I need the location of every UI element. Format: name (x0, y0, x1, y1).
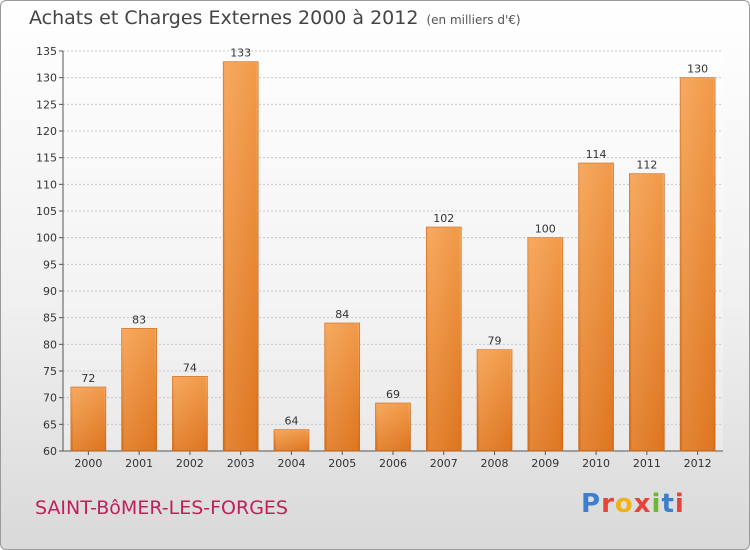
x-tick-label: 2003 (227, 457, 255, 470)
data-label: 72 (81, 372, 95, 385)
brand-letter: i (674, 489, 685, 519)
x-tick-label: 2010 (582, 457, 610, 470)
data-label: 69 (386, 388, 400, 401)
commune-name: SAINT-BôMER-LES-FORGES (35, 497, 288, 519)
x-tick-label: 2004 (277, 457, 305, 470)
y-tick-label: 135 (36, 45, 57, 58)
brand-letter: t (661, 489, 675, 519)
chart-unit: (en milliers d'€) (426, 13, 521, 27)
chart-title: Achats et Charges Externes 2000 à 2012 (e… (29, 7, 521, 29)
y-tick-label: 75 (43, 365, 57, 378)
data-label: 102 (433, 212, 454, 225)
bar-highlight (174, 377, 206, 450)
bar-highlight (225, 62, 257, 451)
y-tick-label: 115 (36, 152, 57, 165)
data-label: 114 (586, 148, 607, 161)
brand-letter: o (614, 489, 634, 519)
bar-highlight (529, 238, 561, 450)
data-labels: 72 83 74 133 64 84 69 102 79 100 114 112 130 (81, 47, 708, 428)
bar-highlight (580, 164, 612, 450)
chart-title-text: Achats et Charges Externes 2000 à 2012 (29, 7, 419, 29)
y-tick-label: 60 (43, 445, 57, 458)
bar-highlight (631, 174, 663, 450)
bar-highlight (275, 430, 307, 450)
y-tick-label: 125 (36, 98, 57, 111)
bar-highlight (479, 350, 511, 450)
y-tick-label: 65 (43, 418, 57, 431)
brand-letter: r (601, 489, 615, 519)
y-tick-label: 100 (36, 232, 57, 245)
y-tick-label: 80 (43, 338, 57, 351)
y-tick-label: 95 (43, 258, 57, 271)
data-label: 74 (183, 361, 197, 374)
x-tick-label: 2011 (633, 457, 661, 470)
y-tick-label: 130 (36, 72, 57, 85)
y-tick-label: 105 (36, 205, 57, 218)
brand-letter: i (651, 489, 662, 519)
data-label: 100 (535, 223, 556, 236)
data-label: 130 (687, 63, 708, 76)
brand-letter: P (581, 489, 602, 519)
x-tick-label: 2002 (176, 457, 204, 470)
y-tick-label: 90 (43, 285, 57, 298)
bar-highlight (326, 324, 358, 450)
bar-highlight (377, 404, 409, 450)
bar-highlight (428, 228, 460, 450)
data-label: 79 (488, 335, 502, 348)
bar-highlight (123, 329, 155, 450)
x-tick-label: 2009 (531, 457, 559, 470)
data-label: 64 (284, 415, 298, 428)
bar-highlight (682, 78, 714, 451)
x-tick-label: 2012 (684, 457, 712, 470)
bars (70, 61, 716, 452)
y-tick-label: 120 (36, 125, 57, 138)
x-tick-label: 2005 (328, 457, 356, 470)
data-label: 84 (335, 308, 349, 321)
x-tick-label: 2008 (481, 457, 509, 470)
x-tick-label: 2001 (125, 457, 153, 470)
x-tick-label: 2007 (430, 457, 458, 470)
x-tick-label: 2006 (379, 457, 407, 470)
y-tick-label: 85 (43, 312, 57, 325)
brand-letter: x (633, 489, 652, 519)
y-tick-label: 110 (36, 178, 57, 191)
y-tick-label: 70 (43, 392, 57, 405)
x-tick-label: 2000 (74, 457, 102, 470)
data-label: 112 (636, 159, 657, 172)
brand-logo: Proxiti (581, 489, 685, 519)
data-label: 133 (230, 47, 251, 60)
data-label: 83 (132, 313, 146, 326)
bar-highlight (72, 388, 104, 450)
